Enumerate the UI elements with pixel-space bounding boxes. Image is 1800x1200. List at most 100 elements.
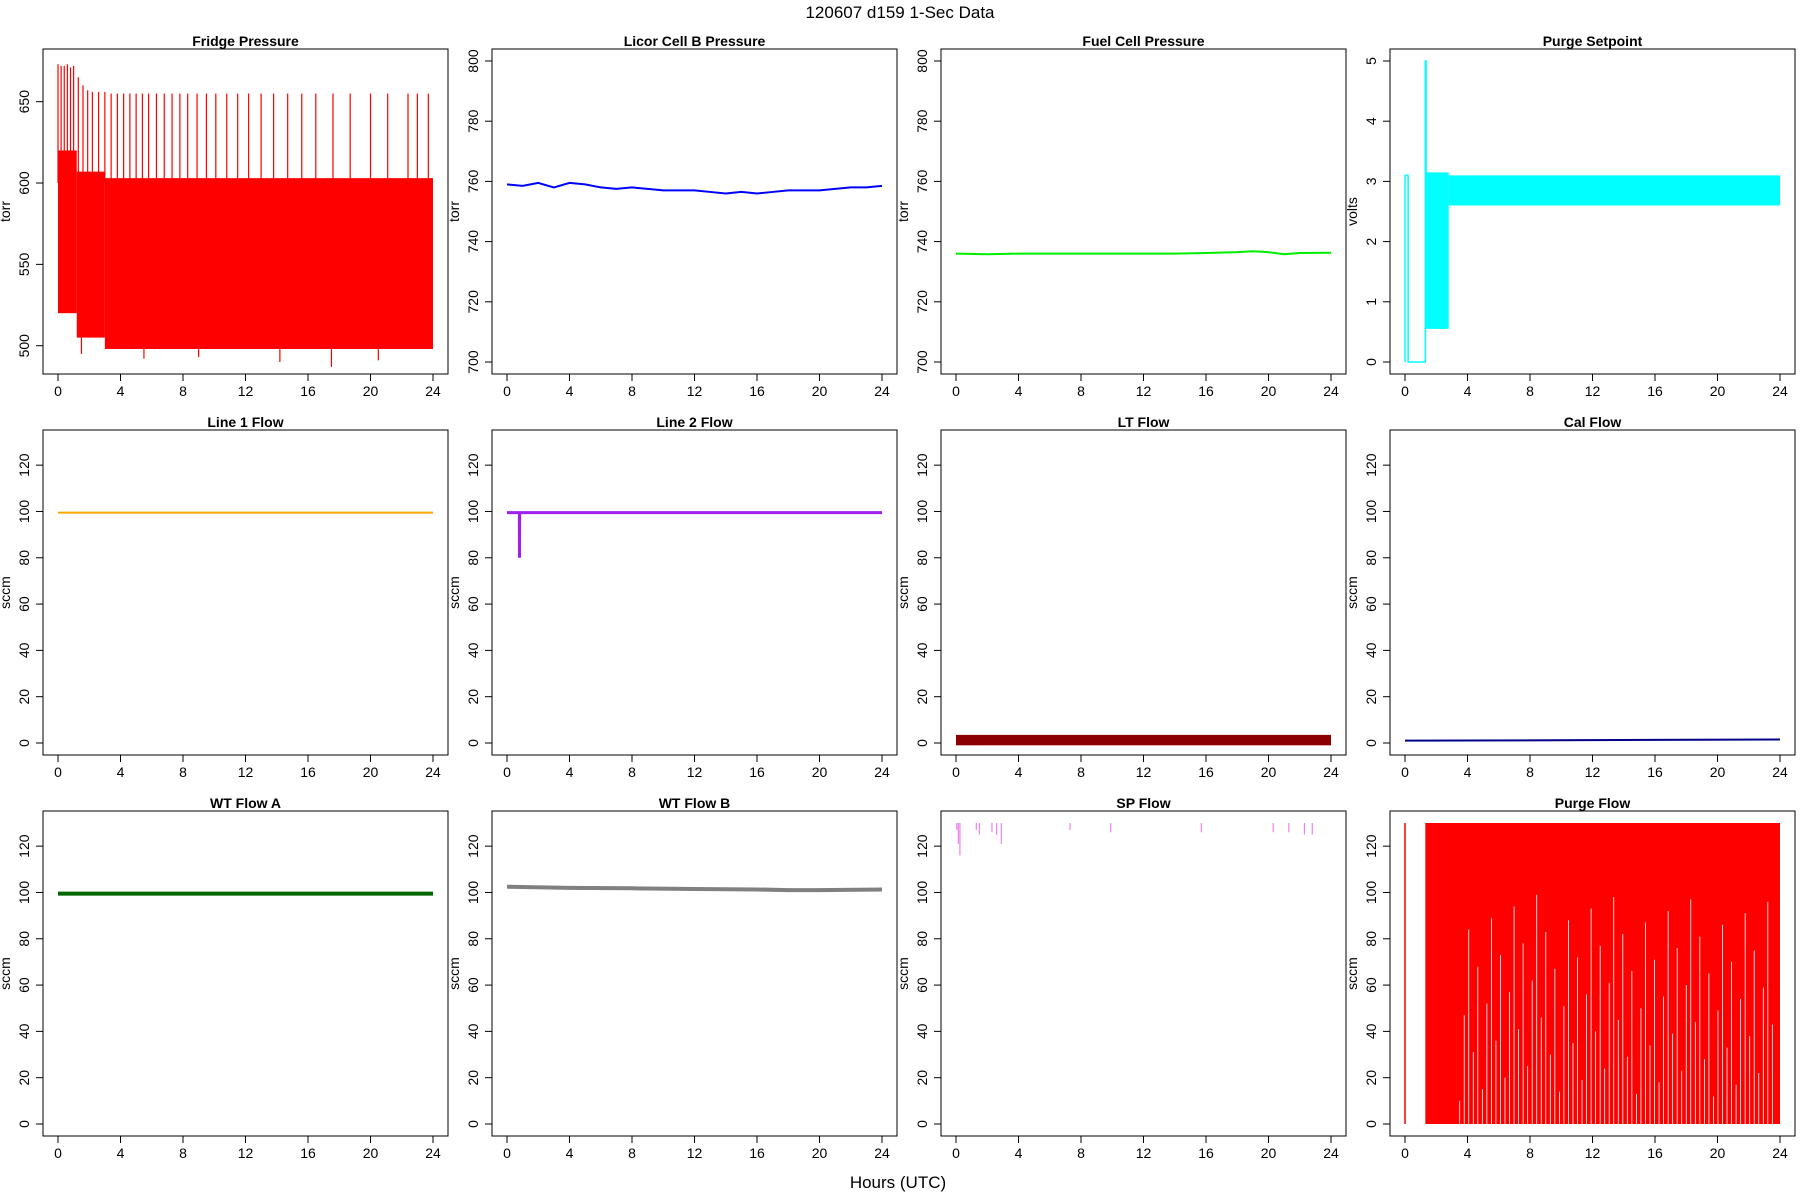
x-tick-label: 16 xyxy=(1647,764,1663,780)
y-tick-label: 20 xyxy=(914,1070,930,1086)
x-tick-label: 20 xyxy=(363,383,379,399)
panel-frame xyxy=(491,48,898,375)
data-line xyxy=(506,884,883,893)
y-tick-label: 0 xyxy=(914,739,930,747)
y-axis-label: torr xyxy=(0,201,13,222)
y-tick-label: 20 xyxy=(16,689,32,705)
x-tick-label: 20 xyxy=(1261,383,1277,399)
y-tick-label: 60 xyxy=(16,596,32,612)
y-tick-label: 60 xyxy=(1363,596,1379,612)
y-tick-label: 80 xyxy=(465,931,481,947)
y-tick-label: 120 xyxy=(16,834,32,858)
panel-title: Cal Flow xyxy=(1564,414,1622,430)
panel-title: Fuel Cell Pressure xyxy=(1082,33,1204,49)
x-tick-label: 4 xyxy=(1015,383,1023,399)
x-tick-label: 4 xyxy=(1464,383,1472,399)
y-axis-label: volts xyxy=(1344,197,1360,226)
y-tick-label: 40 xyxy=(1363,1023,1379,1039)
x-tick-label: 16 xyxy=(300,764,316,780)
y-tick-label: 20 xyxy=(1363,1070,1379,1086)
y-tick-label: 0 xyxy=(1363,739,1379,747)
y-tick-label: 0 xyxy=(465,739,481,747)
x-tick-label: 8 xyxy=(1077,764,1085,780)
plot-area-lt-flow xyxy=(956,734,1331,746)
figure-title: 120607 d159 1-Sec Data xyxy=(805,3,995,22)
y-axis-label: sccm xyxy=(0,576,13,609)
x-tick-label: 24 xyxy=(874,383,890,399)
y-tick-label: 100 xyxy=(16,881,32,905)
plot-area-line-2-flow xyxy=(507,511,882,558)
data-band xyxy=(1425,172,1449,329)
data-line xyxy=(507,511,882,558)
x-tick-label: 8 xyxy=(628,1145,636,1161)
plot-area-fuel-cell-pressure xyxy=(955,250,1332,256)
x-tick-label: 0 xyxy=(1401,764,1409,780)
y-tick-label: 120 xyxy=(1363,834,1379,858)
x-tick-label: 4 xyxy=(566,383,574,399)
y-tick-label: 0 xyxy=(16,1120,32,1128)
x-tick-label: 0 xyxy=(952,764,960,780)
x-tick-label: 20 xyxy=(812,764,828,780)
y-tick-label: 40 xyxy=(1363,642,1379,658)
panel-line-1-flow: Line 1 Flow sccm 0 4 8 12 16 20 24 0 20 40 60 80 100 12… xyxy=(0,414,449,780)
x-tick-label: 20 xyxy=(363,1145,379,1161)
y-tick-label: 120 xyxy=(465,453,481,477)
x-tick-label: 24 xyxy=(425,1145,441,1161)
y-axis-label: torr xyxy=(895,201,911,222)
x-tick-label: 0 xyxy=(503,383,511,399)
y-tick-label: 780 xyxy=(465,109,481,133)
x-tick-label: 24 xyxy=(1323,1145,1339,1161)
plot-area-purge-flow xyxy=(1404,823,1780,1124)
x-tick-label: 24 xyxy=(1772,764,1788,780)
y-tick-label: 60 xyxy=(465,596,481,612)
x-tick-label: 20 xyxy=(1261,1145,1277,1161)
y-tick-label: 100 xyxy=(914,881,930,905)
x-tick-label: 4 xyxy=(117,1145,125,1161)
panel-title: Purge Setpoint xyxy=(1543,33,1643,49)
x-tick-label: 4 xyxy=(566,1145,574,1161)
y-tick-label: 60 xyxy=(1363,977,1379,993)
x-tick-label: 24 xyxy=(874,764,890,780)
y-tick-label: 780 xyxy=(914,109,930,133)
panel-frame xyxy=(491,810,898,1137)
x-tick-label: 24 xyxy=(1772,383,1788,399)
plot-area-cal-flow xyxy=(1404,738,1781,742)
y-tick-label: 0 xyxy=(465,1120,481,1128)
x-tick-label: 12 xyxy=(238,1145,254,1161)
x-tick-label: 16 xyxy=(300,383,316,399)
x-tick-label: 0 xyxy=(952,383,960,399)
panel-wt-flow-b: WT Flow B sccm 0 4 8 12 16 20 24 0 20 40 60 80 100 120 xyxy=(446,795,898,1161)
x-tick-label: 24 xyxy=(425,383,441,399)
x-tick-label: 8 xyxy=(1526,1145,1534,1161)
y-tick-label: 40 xyxy=(465,642,481,658)
x-tick-label: 8 xyxy=(1077,1145,1085,1161)
x-tick-label: 12 xyxy=(687,1145,703,1161)
panel-frame xyxy=(940,810,1347,1137)
y-tick-label: 100 xyxy=(465,500,481,524)
x-tick-label: 4 xyxy=(1015,764,1023,780)
y-tick-label: 80 xyxy=(914,931,930,947)
y-tick-label: 700 xyxy=(465,350,481,374)
y-tick-label: 80 xyxy=(1363,550,1379,566)
x-tick-label: 12 xyxy=(1585,1145,1601,1161)
y-tick-label: 550 xyxy=(16,252,32,276)
panel-frame xyxy=(940,48,1347,375)
y-tick-label: 80 xyxy=(465,550,481,566)
panel-line-2-flow: Line 2 Flow sccm 0 4 8 12 16 20 24 0 20 40 60 80 100 12… xyxy=(446,414,898,780)
y-tick-label: 0 xyxy=(16,739,32,747)
y-tick-label: 60 xyxy=(914,596,930,612)
y-tick-label: 80 xyxy=(16,931,32,947)
x-tick-label: 0 xyxy=(503,1145,511,1161)
y-tick-label: 720 xyxy=(465,290,481,314)
y-tick-label: 600 xyxy=(16,171,32,195)
data-band xyxy=(1425,823,1780,1124)
panel-lt-flow: LT Flow sccm 0 4 8 12 16 20 24 0 20 40 60 80 100 120 xyxy=(895,414,1347,780)
y-tick-label: 60 xyxy=(465,977,481,993)
panel-sp-flow: SP Flow sccm 0 4 8 12 16 20 24 0 20 40 60 80 100 120 xyxy=(895,795,1347,1161)
x-tick-label: 0 xyxy=(503,764,511,780)
y-tick-label: 740 xyxy=(914,230,930,254)
y-tick-label: 40 xyxy=(16,642,32,658)
panel-title: Purge Flow xyxy=(1555,795,1631,811)
x-tick-label: 4 xyxy=(566,764,574,780)
